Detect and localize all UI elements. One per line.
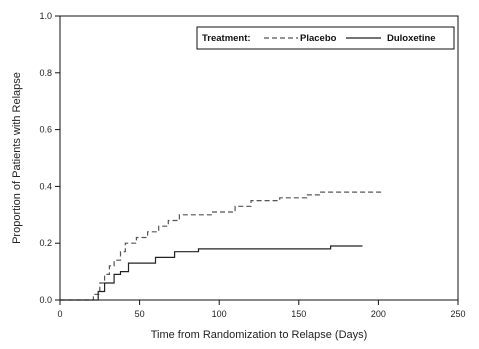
y-tick-label: 0.8 (39, 68, 52, 78)
y-axis: 0.0 0.2 0.4 0.6 0.8 1.0 (39, 11, 60, 305)
x-axis: 0 50 100 150 200 250 (57, 300, 466, 319)
y-tick-label: 0.4 (39, 181, 52, 191)
legend-label-placebo: Placebo (300, 33, 337, 44)
x-tick-label: 100 (212, 309, 227, 319)
legend-title: Treatment: (202, 33, 251, 44)
plot-border (59, 15, 459, 301)
x-tick-label: 50 (135, 309, 145, 319)
series-line-placebo (60, 191, 384, 301)
plot-area (59, 15, 459, 301)
y-axis-title: Proportion of Patients with Relapse (11, 72, 23, 244)
x-axis-title: Time from Randomization to Relapse (Days… (151, 329, 368, 341)
legend-box (196, 26, 455, 50)
y-tick-label: 1.0 (39, 11, 52, 21)
y-tick-label: 0.6 (39, 125, 52, 135)
y-tick-label: 0.0 (39, 295, 52, 305)
x-tick-label: 200 (371, 309, 386, 319)
x-tick-label: 250 (450, 309, 465, 319)
x-tick-label: 0 (57, 309, 62, 319)
y-tick-label: 0.2 (39, 238, 52, 248)
series-layer (60, 191, 384, 301)
series-line-duloxetine (60, 245, 363, 301)
x-tick-label: 150 (291, 309, 306, 319)
legend: Treatment: Placebo Duloxetine (196, 26, 455, 50)
legend-label-duloxetine: Duloxetine (387, 33, 436, 44)
